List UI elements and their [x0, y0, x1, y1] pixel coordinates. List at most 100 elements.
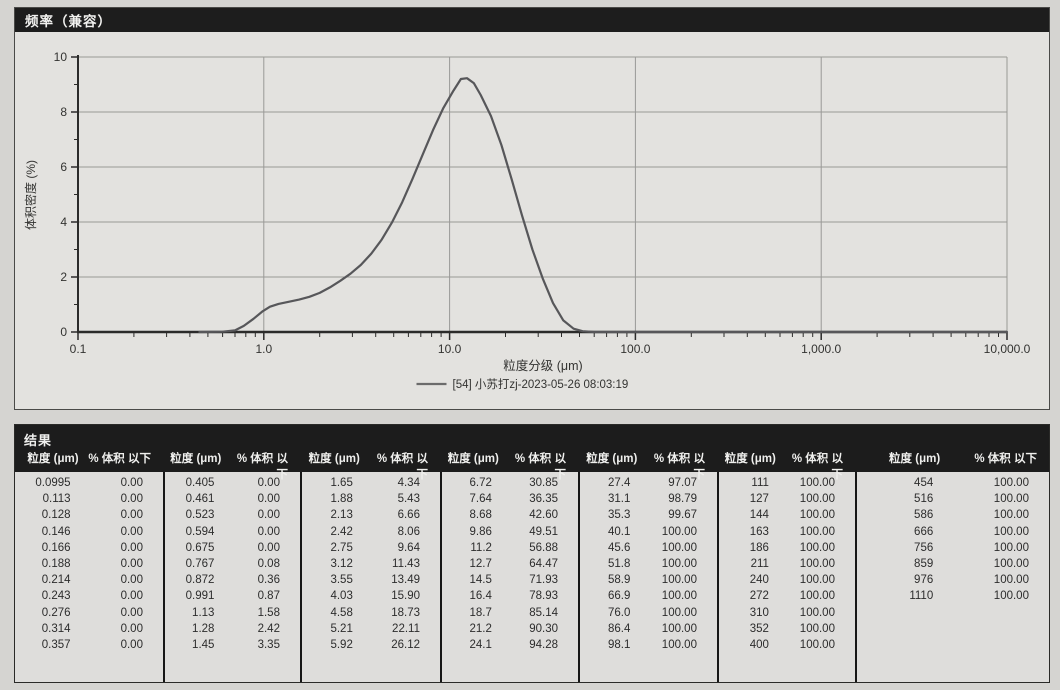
table-row: 211 100.00 — [719, 556, 855, 572]
cumulative-value-cell: 0.00 — [257, 477, 280, 489]
cumulative-value-cell: 1.58 — [257, 606, 280, 619]
table-row: 111 100.00 — [719, 475, 855, 491]
cumulative-value-cell: 0.00 — [120, 590, 143, 603]
cumulative-value-cell: 26.12 — [391, 638, 420, 651]
size-column-header: 粒度 (μm) — [447, 453, 499, 465]
table-row: 1.28 2.42 — [165, 621, 300, 637]
cumulative-value-cell: 100.00 — [993, 493, 1029, 506]
size-value-cell: 1.88 — [330, 493, 353, 506]
cumulative-value-cell: 0.00 — [120, 525, 143, 538]
cumulative-value-cell: 100.00 — [661, 622, 697, 635]
size-value-cell: 1.13 — [192, 606, 215, 619]
cumulative-value-cell: 0.87 — [257, 590, 280, 603]
size-value-cell: 1.28 — [192, 622, 215, 635]
cumulative-value-cell: 100.00 — [799, 574, 835, 587]
cumulative-value-cell: 100.00 — [799, 622, 835, 635]
size-value-cell: 31.1 — [607, 493, 631, 506]
cumulative-value-cell: 100.00 — [799, 557, 835, 570]
table-row: 666 100.00 — [857, 524, 1049, 540]
table-row: 0.166 0.00 — [15, 540, 163, 556]
cumulative-column-header: % 体积 以下 — [236, 453, 288, 481]
cumulative-value-cell: 42.60 — [529, 509, 558, 522]
size-value-cell: 1.65 — [330, 477, 353, 489]
cumulative-value-cell: 71.93 — [529, 574, 558, 587]
cumulative-value-cell: 18.73 — [391, 606, 420, 619]
table-row: 98.1 100.00 — [580, 637, 717, 653]
table-row: 3.12 11.43 — [302, 556, 440, 572]
table-row: 0.767 0.08 — [165, 556, 300, 572]
size-value-cell: 127 — [749, 493, 769, 506]
table-row: 0.594 0.00 — [165, 524, 300, 540]
table-column-group: 0.0995 0.00 0.113 0.00 0.128 0.00 0.146 0.00 0.1… — [15, 472, 163, 682]
table-row: 0.405 0.00 — [165, 475, 300, 491]
size-value-cell: 98.1 — [607, 638, 631, 651]
cumulative-value-cell: 0.00 — [120, 493, 143, 506]
cumulative-value-cell: 4.34 — [397, 477, 420, 489]
table-row: 310 100.00 — [719, 605, 855, 621]
table-row: 163 100.00 — [719, 524, 855, 540]
table-row: 27.4 97.07 — [580, 475, 717, 491]
size-value-cell: 12.7 — [469, 557, 492, 570]
y-tick-label: 6 — [60, 160, 67, 174]
size-value-cell: 0.767 — [185, 557, 215, 570]
x-tick-label: 1.0 — [255, 342, 272, 356]
table-row: 1.45 3.35 — [165, 637, 300, 653]
cumulative-value-cell: 100.00 — [799, 477, 835, 489]
cumulative-value-cell: 0.00 — [120, 509, 143, 522]
cumulative-value-cell: 0.00 — [257, 541, 280, 554]
table-row: 4.03 15.90 — [302, 588, 440, 604]
header-group: 粒度 (μm) % 体积 以下 — [717, 450, 855, 482]
cumulative-value-cell: 100.00 — [661, 574, 697, 587]
table-row: 0.276 0.00 — [15, 605, 163, 621]
cumulative-value-cell: 100.00 — [993, 509, 1029, 522]
size-value-cell: 310 — [749, 606, 769, 619]
table-row: 4.58 18.73 — [302, 605, 440, 621]
table-row: 400 100.00 — [719, 637, 855, 653]
x-tick-label: 0.1 — [70, 342, 87, 356]
cumulative-value-cell: 0.00 — [120, 638, 143, 651]
results-table-panel: 结果 粒度 (μm)% 体积 以下 粒度 (μm)% 体积 以下 粒度 (μm)% … — [14, 424, 1050, 683]
size-value-cell: 35.3 — [607, 509, 631, 522]
size-column-header: 粒度 (μm) — [308, 453, 360, 465]
table-row: 0.357 0.00 — [15, 637, 163, 653]
size-value-cell: 14.5 — [469, 574, 492, 587]
cumulative-value-cell: 0.08 — [257, 557, 280, 570]
size-value-cell: 400 — [749, 638, 769, 651]
x-tick-label: 1,000.0 — [801, 342, 841, 356]
cumulative-value-cell: 100.00 — [993, 557, 1029, 570]
cumulative-value-cell: 6.66 — [397, 509, 420, 522]
cumulative-value-cell: 64.47 — [529, 557, 558, 570]
cumulative-column-header: % 体积 以下 — [791, 453, 843, 481]
cumulative-value-cell: 3.35 — [257, 638, 280, 651]
table-column-group: 454 100.00 516 100.00 586 100.00 666 100.00 756 1… — [855, 472, 1049, 682]
cumulative-value-cell: 100.00 — [661, 638, 697, 651]
size-column-header: 粒度 (μm) — [586, 453, 638, 465]
size-value-cell: 3.12 — [330, 557, 353, 570]
table-row: 24.1 94.28 — [442, 637, 578, 653]
size-value-cell: 240 — [749, 574, 769, 587]
size-value-cell: 2.13 — [330, 509, 353, 522]
table-row: 14.5 71.93 — [442, 572, 578, 588]
size-value-cell: 0.0995 — [35, 477, 71, 489]
size-column-header: 粒度 (μm) — [889, 453, 941, 465]
size-value-cell: 24.1 — [469, 638, 492, 651]
x-tick-label: 100.0 — [620, 342, 650, 356]
table-row: 0.146 0.00 — [15, 524, 163, 540]
size-value-cell: 40.1 — [607, 525, 631, 538]
cumulative-value-cell: 30.85 — [529, 477, 558, 489]
size-value-cell: 0.188 — [41, 557, 71, 570]
results-column-headers: 粒度 (μm)% 体积 以下 粒度 (μm)% 体积 以下 粒度 (μm)% 体积 … — [15, 450, 1049, 482]
cumulative-value-cell: 100.00 — [799, 590, 835, 603]
frequency-distribution-chart: 0.1 1.0 10.0 100.0 1,000.0 10,000.0 0 2 4 6 8 10 粒度分… — [23, 50, 1031, 391]
size-value-cell: 0.675 — [185, 541, 215, 554]
table-row: 5.21 22.11 — [302, 621, 440, 637]
table-row: 1.88 5.43 — [302, 491, 440, 507]
table-row: 2.75 9.64 — [302, 540, 440, 556]
table-row: 51.8 100.00 — [580, 556, 717, 572]
table-row: 2.13 6.66 — [302, 507, 440, 523]
size-value-cell: 21.2 — [469, 622, 492, 635]
table-row: 0.113 0.00 — [15, 491, 163, 507]
cumulative-value-cell: 100.00 — [661, 557, 697, 570]
cumulative-column-header: % 体积 以下 — [376, 453, 428, 481]
cumulative-value-cell: 100.00 — [661, 541, 697, 554]
